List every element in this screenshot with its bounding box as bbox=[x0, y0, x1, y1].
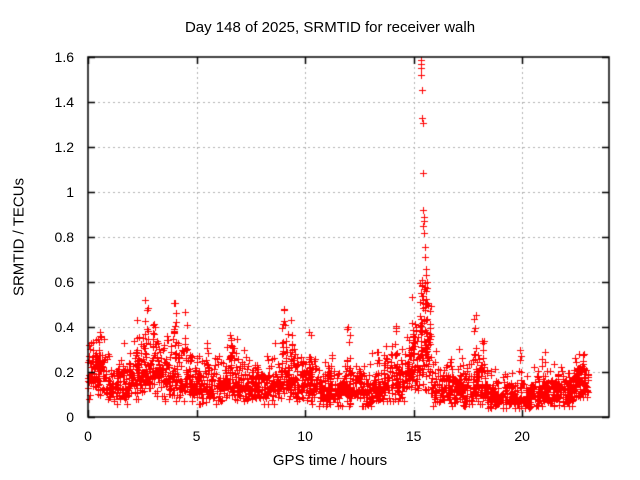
x-tick-label: 20 bbox=[514, 428, 530, 444]
x-tick-label: 5 bbox=[192, 428, 201, 444]
y-tick-label: 1.2 bbox=[54, 139, 74, 155]
y-tick-label: 0.6 bbox=[54, 274, 74, 290]
x-tick-label: 15 bbox=[405, 428, 422, 444]
y-tick-label: 0 bbox=[66, 409, 74, 425]
y-tick-label: 1.4 bbox=[54, 94, 74, 110]
y-tick-label: 0.4 bbox=[54, 319, 74, 335]
y-tick-label: 0.2 bbox=[54, 364, 74, 380]
x-axis-label: GPS time / hours bbox=[272, 452, 388, 469]
y-tick-label: 1 bbox=[66, 184, 74, 200]
chart-title: Day 148 of 2025, SRMTID for receiver wal… bbox=[184, 19, 476, 36]
y-tick-label: 1.6 bbox=[54, 49, 74, 65]
y-tick-label: 0.8 bbox=[54, 229, 74, 245]
x-tick-label: 10 bbox=[297, 428, 313, 444]
x-tick-label: 0 bbox=[84, 428, 92, 444]
